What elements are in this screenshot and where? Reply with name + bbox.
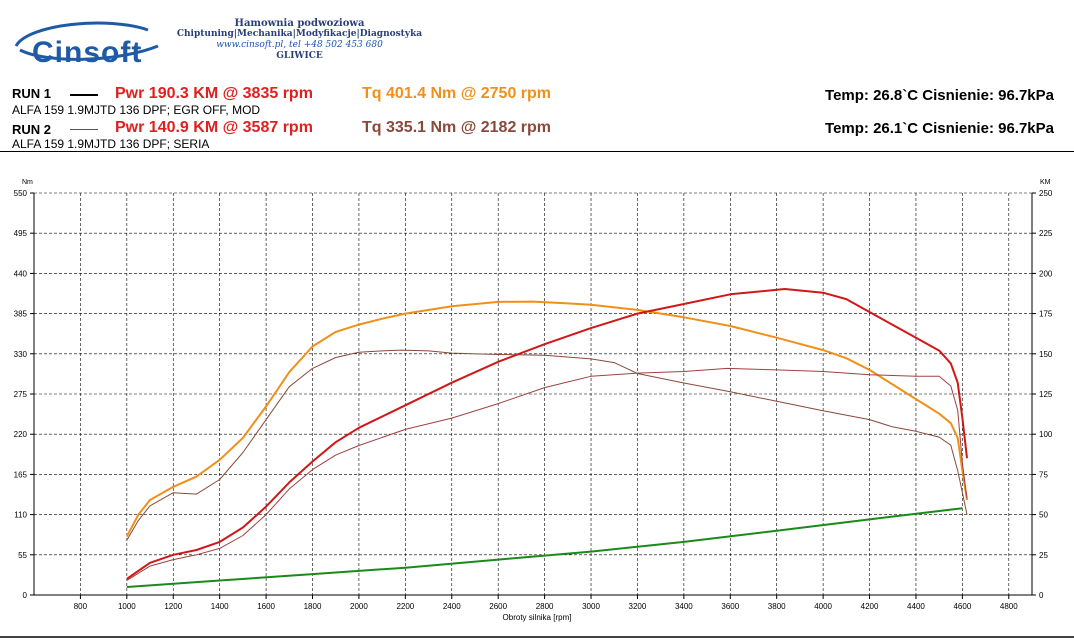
- company-info: Hamownia podwoziowa Chiptuning|Mechanika…: [172, 18, 427, 62]
- x-tick-label: 4800: [1000, 602, 1018, 611]
- y-left-tick-label: 385: [14, 310, 28, 319]
- company-line-4: GLIWICE: [276, 51, 323, 61]
- x-tick-label: 2000: [350, 602, 368, 611]
- x-tick-label: 4400: [907, 602, 925, 611]
- x-tick-label: 2600: [489, 602, 507, 611]
- x-tick-label: 800: [74, 602, 88, 611]
- run2-label: RUN 2: [12, 122, 52, 137]
- y-left-tick-label: 165: [14, 470, 28, 479]
- y-axis-left-label: Nm: [22, 179, 33, 186]
- y-left-tick-label: 440: [14, 269, 28, 278]
- y-right-tick-label: 25: [1039, 551, 1048, 560]
- y-right-tick-label: 0: [1039, 591, 1044, 600]
- y-right-tick-label: 250: [1039, 189, 1053, 198]
- logo-text: Cinsoft: [32, 36, 143, 69]
- run2-desc: ALFA 159 1.9MJTD 136 DPF; SERIA: [12, 137, 210, 151]
- run2-env: Temp: 26.1`C Cisnienie: 96.7kPa: [825, 120, 1054, 137]
- y-right-tick-label: 50: [1039, 511, 1048, 520]
- chart-axes: 800 1000 1200 1400 1600 1800 2000 2200 2400 2600 2…: [14, 189, 1053, 611]
- y-left-tick-label: 550: [14, 189, 28, 198]
- series-line-2: [126, 288, 968, 580]
- x-tick-label: 4600: [953, 602, 971, 611]
- x-axis-label: Obroty silnika [rpm]: [503, 613, 572, 622]
- x-tick-label: 1800: [304, 602, 322, 611]
- header-separator: [0, 151, 1074, 152]
- run2-tq: Tq 335.1 Nm @ 2182 rpm: [362, 119, 552, 136]
- x-tick-label: 1400: [211, 602, 229, 611]
- company-line-1: Hamownia podwoziowa: [234, 18, 365, 29]
- x-tick-label: 2800: [536, 602, 554, 611]
- y-right-tick-label: 75: [1039, 470, 1048, 479]
- y-left-tick-label: 55: [18, 551, 27, 560]
- x-tick-label: 2400: [443, 602, 461, 611]
- cinsoft-logo: Cinsoft: [8, 16, 168, 69]
- series-line-3: [126, 367, 968, 581]
- chart-series: [125, 288, 968, 588]
- run2-line-sample: [70, 129, 98, 130]
- y-left-tick-label: 110: [14, 511, 27, 520]
- x-tick-label: 3600: [721, 602, 739, 611]
- x-tick-label: 1200: [164, 602, 182, 611]
- y-right-tick-label: 125: [1039, 390, 1053, 399]
- x-tick-label: 2200: [396, 602, 414, 611]
- y-axis-right-label: KM: [1040, 179, 1051, 186]
- run1-tq: Tq 401.4 Nm @ 2750 rpm: [362, 85, 552, 102]
- y-left-tick-label: 0: [23, 591, 28, 600]
- run1-line-sample: [70, 94, 98, 96]
- x-tick-label: 1000: [118, 602, 136, 611]
- x-tick-label: 4000: [814, 602, 832, 611]
- series-line-0: [125, 300, 968, 537]
- company-line-3: www.cinsoft.pl, tel +48 502 453 680: [216, 40, 383, 50]
- y-left-tick-label: 330: [14, 350, 28, 359]
- y-right-tick-label: 225: [1039, 229, 1053, 238]
- run1-desc: ALFA 159 1.9MJTD 136 DPF; EGR OFF, MOD: [12, 103, 261, 117]
- y-left-tick-label: 275: [14, 390, 28, 399]
- dyno-chart: 800 1000 1200 1400 1600 1800 2000 2200 2400 2600 2…: [14, 179, 1053, 622]
- footer-separator: [0, 636, 1074, 638]
- x-tick-label: 3400: [675, 602, 693, 611]
- y-right-tick-label: 200: [1039, 269, 1053, 278]
- chart-grid: [34, 192, 1032, 596]
- logo-swoosh-icon: [14, 21, 159, 61]
- series-line-4: [126, 507, 963, 588]
- run1-pwr: Pwr 190.3 KM @ 3835 rpm: [115, 85, 313, 102]
- y-right-tick-label: 150: [1039, 350, 1053, 359]
- y-right-tick-label: 100: [1039, 430, 1053, 439]
- run1-label: RUN 1: [12, 86, 52, 101]
- series-line-1: [126, 349, 968, 541]
- x-tick-label: 3000: [582, 602, 600, 611]
- y-right-tick-label: 175: [1039, 310, 1053, 319]
- run1-env: Temp: 26.8`C Cisnienie: 96.7kPa: [825, 87, 1054, 104]
- y-left-tick-label: 220: [14, 430, 28, 439]
- x-tick-label: 1600: [257, 602, 275, 611]
- x-tick-label: 4200: [861, 602, 879, 611]
- run2-pwr: Pwr 140.9 KM @ 3587 rpm: [115, 119, 313, 136]
- company-line-2: Chiptuning|Mechanika|Modyfikacje|Diagnos…: [176, 29, 423, 39]
- x-tick-label: 3800: [768, 602, 786, 611]
- y-left-tick-label: 495: [14, 229, 28, 238]
- x-tick-label: 3200: [629, 602, 647, 611]
